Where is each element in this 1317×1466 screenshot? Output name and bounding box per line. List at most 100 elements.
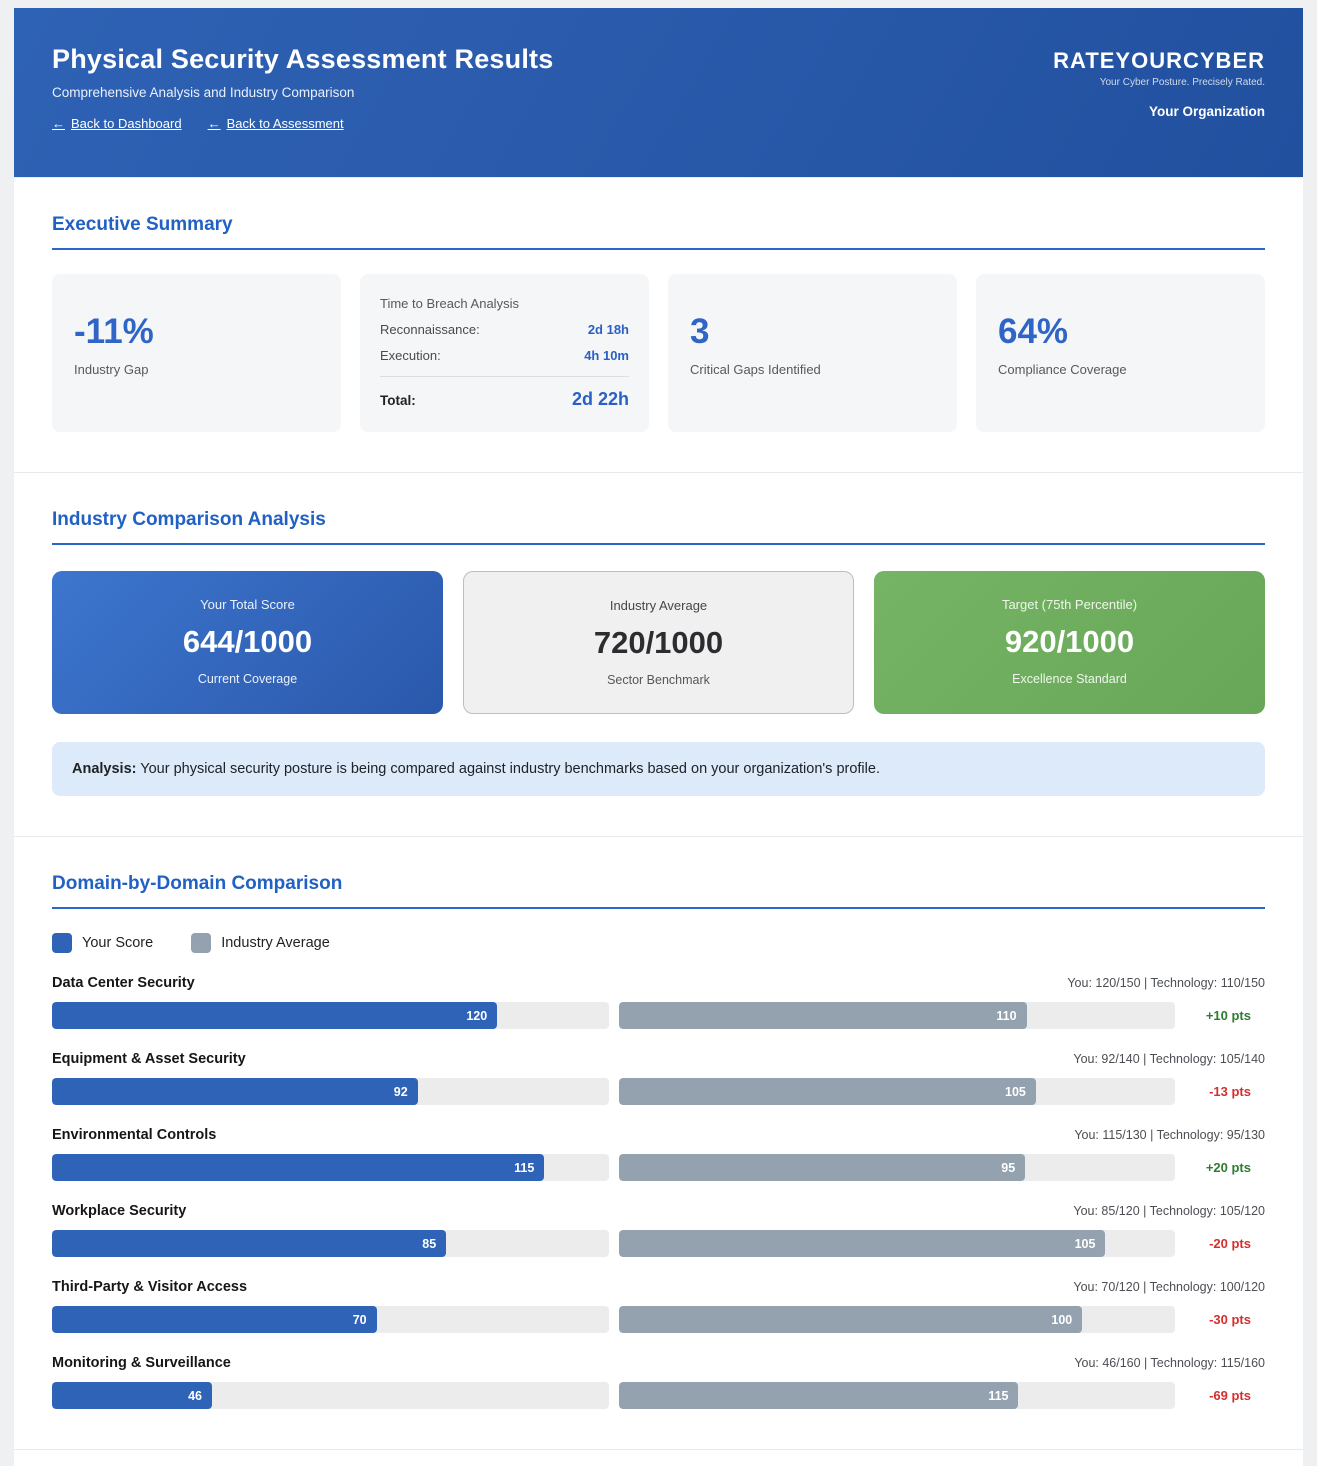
your-score-legend-label: Your Score xyxy=(82,935,154,951)
breach-row-execution: Execution: 4h 10m xyxy=(380,348,629,363)
industry-average-bar-track: 95 xyxy=(618,1154,1175,1181)
domain-bars: 115 95 +20 pts xyxy=(52,1154,1265,1181)
domain-name: Workplace Security xyxy=(52,1203,187,1219)
industry-average-legend-label: Industry Average xyxy=(221,935,330,951)
execution-value: 4h 10m xyxy=(584,348,629,363)
domain-meta: You: 70/120 | Technology: 100/120 xyxy=(1073,1280,1265,1294)
target-percentile-card: Target (75th Percentile) 920/1000 Excell… xyxy=(874,571,1265,714)
industry-average-caption: Sector Benchmark xyxy=(607,673,710,687)
compliance-coverage-card: 64% Compliance Coverage xyxy=(976,274,1265,432)
delta-points: -30 pts xyxy=(1209,1312,1251,1327)
page-title: Physical Security Assessment Results xyxy=(52,44,554,74)
domain-meta: You: 92/140 | Technology: 105/140 xyxy=(1073,1052,1265,1066)
back-to-dashboard-label: Back to Dashboard xyxy=(71,116,182,131)
back-to-dashboard-link[interactable]: ← Back to Dashboard xyxy=(52,116,182,131)
domain-row: Workplace Security You: 85/120 | Technol… xyxy=(52,1203,1265,1257)
domain-row: Data Center Security You: 120/150 | Tech… xyxy=(52,975,1265,1029)
domain-meta: You: 115/130 | Technology: 95/130 xyxy=(1074,1128,1265,1142)
industry-average-heading: Industry Average xyxy=(609,598,708,613)
delta-points: -13 pts xyxy=(1209,1084,1251,1099)
domain-row: Equipment & Asset Security You: 92/140 |… xyxy=(52,1051,1265,1105)
time-to-breach-card: Time to Breach Analysis Reconnaissance: … xyxy=(360,274,649,432)
time-to-breach-title: Time to Breach Analysis xyxy=(380,296,519,311)
critical-gaps-label: Critical Gaps Identified xyxy=(690,362,821,377)
back-links: ← Back to Dashboard ← Back to Assessment xyxy=(52,116,1265,131)
target-percentile-caption: Excellence Standard xyxy=(1012,672,1127,686)
domain-bars: 85 105 -20 pts xyxy=(52,1230,1265,1257)
your-score-bar-value: 85 xyxy=(422,1236,437,1251)
your-total-score-heading: Your Total Score xyxy=(200,597,295,612)
chart-legend: Your Score Industry Average xyxy=(52,933,1265,953)
next-section-edge xyxy=(14,1449,1303,1466)
domain-comparison-section: Domain-by-Domain Comparison Your Score I… xyxy=(14,836,1303,1449)
back-to-assessment-label: Back to Assessment xyxy=(226,116,344,131)
your-score-bar-value: 46 xyxy=(188,1388,202,1403)
compliance-coverage-label: Compliance Coverage xyxy=(998,362,1127,377)
execution-label: Execution: xyxy=(380,348,441,363)
your-score-bar-value: 115 xyxy=(514,1160,535,1175)
your-total-score-value: 644/1000 xyxy=(182,624,313,659)
your-score-bar-value: 120 xyxy=(466,1008,488,1023)
breach-total-row: Total: 2d 22h xyxy=(380,389,629,410)
your-score-bar: 120 xyxy=(52,1002,498,1029)
industry-average-bar-track: 105 xyxy=(618,1230,1175,1257)
domain-row-header: Equipment & Asset Security You: 92/140 |… xyxy=(52,1051,1265,1067)
industry-gap-card: -11% Industry Gap xyxy=(52,274,341,432)
your-score-bar: 92 xyxy=(52,1078,418,1105)
your-score-swatch xyxy=(52,933,72,953)
domain-rows: Data Center Security You: 120/150 | Tech… xyxy=(52,975,1265,1409)
domain-row: Third-Party & Visitor Access You: 70/120… xyxy=(52,1279,1265,1333)
industry-average-value: 720/1000 xyxy=(593,625,724,660)
industry-average-card: Industry Average 720/1000 Sector Benchma… xyxy=(463,571,854,714)
industry-gap-label: Industry Gap xyxy=(74,362,149,377)
domain-row: Monitoring & Surveillance You: 46/160 | … xyxy=(52,1355,1265,1409)
domain-bars: 70 100 -30 pts xyxy=(52,1306,1265,1333)
domain-name: Environmental Controls xyxy=(52,1127,217,1143)
back-arrow-icon: ← xyxy=(207,116,221,131)
domain-comparison-title: Domain-by-Domain Comparison xyxy=(52,873,1265,909)
industry-average-swatch xyxy=(191,933,212,953)
your-score-bar-track: 46 xyxy=(52,1382,609,1409)
delta-points: +20 pts xyxy=(1205,1160,1251,1175)
domain-row-header: Monitoring & Surveillance You: 46/160 | … xyxy=(52,1355,1265,1371)
page-subtitle: Comprehensive Analysis and Industry Comp… xyxy=(52,85,355,100)
executive-summary-title: Executive Summary xyxy=(52,214,1265,250)
your-score-bar-track: 115 xyxy=(52,1154,609,1181)
industry-average-bar-value: 95 xyxy=(1001,1160,1016,1175)
reconnaissance-value: 2d 18h xyxy=(587,322,629,337)
domain-name: Equipment & Asset Security xyxy=(52,1051,246,1067)
your-score-bar-track: 92 xyxy=(52,1078,609,1105)
industry-average-bar-track: 110 xyxy=(618,1002,1175,1029)
your-score-bar-track: 85 xyxy=(52,1230,609,1257)
executive-summary-section: Executive Summary -11% Industry Gap Time… xyxy=(14,177,1303,472)
domain-bars: 46 115 -69 pts xyxy=(52,1382,1265,1409)
your-score-bar: 46 xyxy=(52,1382,212,1409)
brand-logo: RATEYOURCYBER xyxy=(1053,48,1265,73)
delta-points: -20 pts xyxy=(1209,1236,1251,1251)
domain-name: Third-Party & Visitor Access xyxy=(52,1279,248,1295)
domain-bars: 92 105 -13 pts xyxy=(52,1078,1265,1105)
organization-name: Your Organization xyxy=(1148,104,1265,119)
delta-points: -69 pts xyxy=(1209,1388,1251,1403)
critical-gaps-card: 3 Critical Gaps Identified xyxy=(668,274,957,432)
domain-bars: 120 110 +10 pts xyxy=(52,1002,1265,1029)
legend-item-your-score: Your Score xyxy=(52,933,153,953)
critical-gaps-value: 3 xyxy=(690,312,710,351)
reconnaissance-label: Reconnaissance: xyxy=(380,322,480,337)
target-percentile-value: 920/1000 xyxy=(1004,624,1135,659)
your-score-bar-track: 70 xyxy=(52,1306,609,1333)
brand-tagline: Your Cyber Posture. Precisely Rated. xyxy=(1099,77,1265,88)
industry-average-bar: 115 xyxy=(618,1382,1019,1409)
industry-average-bar-value: 110 xyxy=(996,1008,1017,1023)
industry-average-bar: 100 xyxy=(618,1306,1083,1333)
domain-name: Monitoring & Surveillance xyxy=(52,1355,231,1371)
industry-comparison-section: Industry Comparison Analysis Your Total … xyxy=(14,472,1303,836)
analysis-note-label: Analysis: xyxy=(72,761,137,777)
breach-total-value: 2d 22h xyxy=(571,389,629,409)
back-to-assessment-link[interactable]: ← Back to Assessment xyxy=(208,116,344,131)
industry-comparison-title: Industry Comparison Analysis xyxy=(52,509,1265,545)
industry-average-bar-track: 105 xyxy=(618,1078,1175,1105)
target-percentile-heading: Target (75th Percentile) xyxy=(1001,597,1138,612)
industry-average-bar-track: 115 xyxy=(618,1382,1175,1409)
analysis-note: Analysis: Your physical security posture… xyxy=(52,742,1265,796)
